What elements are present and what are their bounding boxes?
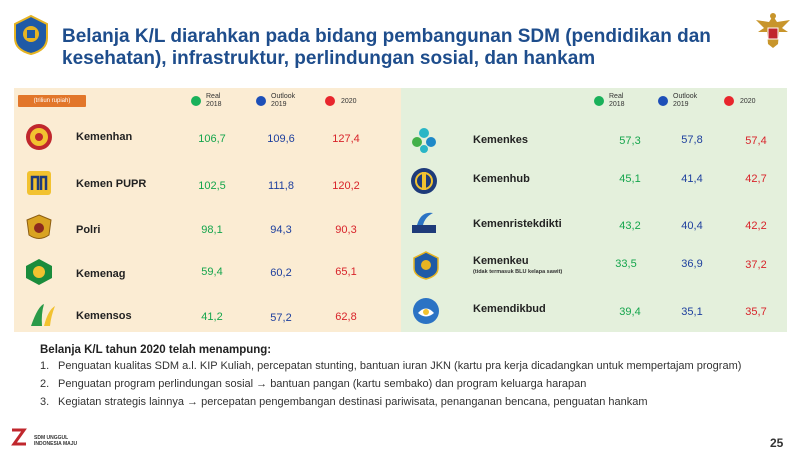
row-name: Kemenhan — [76, 131, 133, 143]
list-text: Penguatan kualitas SDM a.l. KIP Kuliah, … — [58, 360, 742, 372]
legend-real-label: Real 2018 — [609, 93, 625, 108]
row-name: Kemenristekdikti — [473, 218, 562, 230]
value-2020: 37,2 — [745, 259, 767, 271]
value-outlook-2019: 94,3 — [270, 224, 292, 236]
kemenkeu-logo-icon — [14, 14, 48, 56]
value-real-2018: 43,2 — [619, 220, 641, 232]
row-name: Polri — [76, 224, 101, 236]
value-outlook-2019: 40,4 — [681, 220, 703, 232]
value-2020: 57,4 — [745, 135, 767, 147]
kemensos-logo-icon — [31, 304, 55, 326]
value-2020: 65,1 — [335, 266, 357, 278]
value-real-2018: 98,1 — [201, 224, 223, 236]
row-name: Kemenhub — [473, 173, 530, 185]
row-name: Kemen PUPR — [76, 178, 147, 190]
notes-heading: Belanja K/L tahun 2020 telah menampung: — [40, 344, 272, 356]
legend-outlook-label: Outlook 2019 — [673, 93, 698, 108]
value-outlook-2019: 111,8 — [268, 180, 294, 192]
list-text: Kegiatan strategis lainnya → percepatan … — [58, 396, 648, 408]
legend-dot-green — [594, 96, 604, 106]
legend-real-label: Real 2018 — [206, 93, 222, 108]
kemenristekdikti-logo-icon — [412, 212, 436, 233]
value-real-2018: 57,3 — [619, 135, 641, 147]
value-outlook-2019: 41,4 — [681, 173, 703, 185]
value-2020: 62,8 — [335, 311, 357, 323]
value-real-2018: 39,4 — [619, 306, 641, 318]
garuda-emblem-icon — [756, 13, 790, 48]
value-real-2018: 102,5 — [198, 180, 226, 192]
value-outlook-2019: 57,8 — [681, 134, 703, 146]
legend-dot-red — [325, 96, 335, 106]
row-name: Kemensos — [76, 310, 132, 322]
value-real-2018: 59,4 — [201, 266, 223, 278]
value-outlook-2019: 35,1 — [681, 306, 703, 318]
value-2020: 35,7 — [745, 306, 767, 318]
value-outlook-2019: 109,6 — [267, 133, 295, 145]
list-item: 1. Penguatan kualitas SDM a.l. KIP Kulia… — [40, 360, 780, 373]
legend-2020-label: 2020 — [740, 98, 756, 105]
left-panel — [14, 88, 401, 332]
page-title: Belanja K/L diarahkan pada bidang pemban… — [62, 26, 711, 69]
legend-2020-label: 2020 — [341, 98, 357, 105]
sdm-unggul-logo-icon — [11, 428, 27, 446]
kemenhub-emblem-icon — [411, 168, 437, 194]
list-item: 2. Penguatan program perlindungan sosial… — [40, 378, 780, 391]
row-name: Kemenag — [76, 268, 126, 280]
kemenhan-emblem-icon — [26, 124, 52, 150]
unit-label: (triliun rupiah) — [18, 95, 86, 107]
value-real-2018: 41,2 — [201, 311, 223, 323]
notes-section: Belanja K/L tahun 2020 telah menampung: … — [40, 344, 780, 414]
value-2020: 42,7 — [745, 173, 767, 185]
value-2020: 90,3 — [335, 224, 357, 236]
value-2020: 120,2 — [332, 180, 360, 192]
value-real-2018: 45,1 — [619, 173, 641, 185]
list-item: 3. Kegiatan strategis lainnya → percepat… — [40, 396, 780, 409]
kemendikbud-logo-icon — [413, 298, 439, 324]
legend-dot-blue — [256, 96, 266, 106]
row-name: Kemenkes — [473, 134, 529, 146]
value-real-2018: 106,7 — [198, 133, 226, 145]
kemenag-emblem-icon — [26, 259, 52, 285]
right-panel — [401, 88, 787, 332]
list-number: 2. — [40, 378, 50, 390]
list-text: Penguatan program perlindungan sosial → … — [58, 378, 587, 390]
list-number: 3. — [40, 396, 50, 408]
footer-tagline: SDM UNGGUL INDONESIA MAJU — [34, 435, 78, 447]
legend-dot-red — [724, 96, 734, 106]
row-name: Kemendikbud — [473, 303, 546, 315]
value-real-2018: 33,5 — [615, 258, 637, 270]
kemenkes-logo-icon — [412, 128, 436, 153]
value-outlook-2019: 57,2 — [270, 312, 292, 324]
polri-emblem-icon — [26, 214, 52, 239]
list-number: 1. — [40, 360, 50, 372]
value-2020: 42,2 — [745, 220, 767, 232]
legend-dot-blue — [658, 96, 668, 106]
page-number: 25 — [770, 436, 784, 450]
row-footnote: (tidak termasuk BLU kelapa sawit) — [473, 269, 563, 275]
legend-dot-green — [191, 96, 201, 106]
value-outlook-2019: 36,9 — [681, 258, 703, 270]
row-name: Kemenkeu — [473, 255, 529, 267]
kemenkeu-emblem-icon — [413, 251, 439, 280]
legend-outlook-label: Outlook 2019 — [271, 93, 296, 108]
value-2020: 127,4 — [332, 133, 360, 145]
pupr-logo-icon — [27, 171, 51, 195]
value-outlook-2019: 60,2 — [270, 267, 292, 279]
